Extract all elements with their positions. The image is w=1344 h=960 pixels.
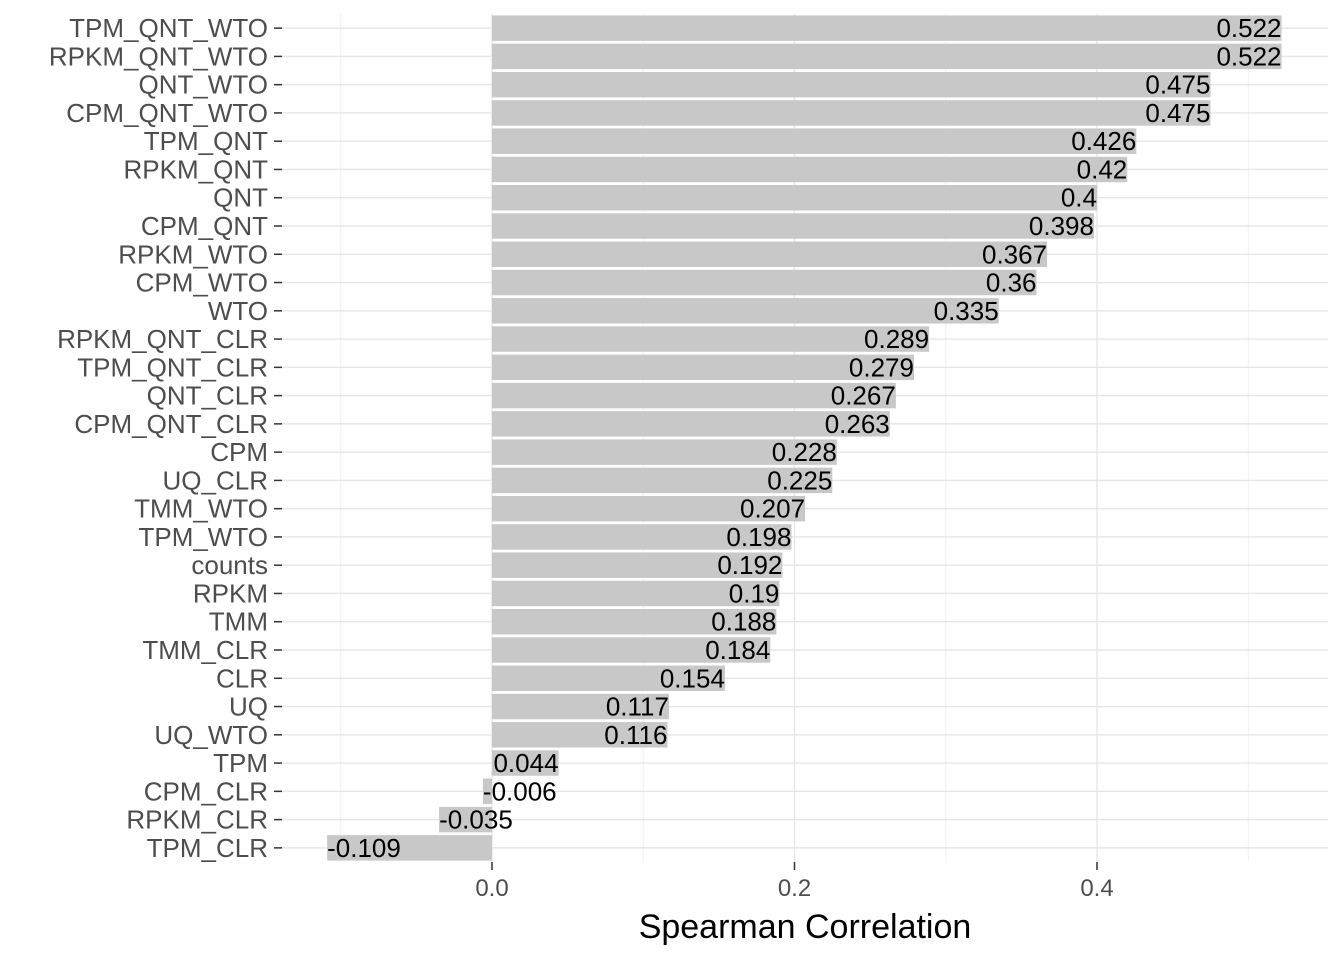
x-tick-label: 0.4	[1080, 875, 1113, 902]
data-label: 0.154	[660, 663, 725, 693]
y-tick-label: RPKM_QNT_WTO	[49, 41, 268, 71]
data-label: 0.42	[1077, 154, 1128, 184]
data-label: 0.117	[606, 692, 669, 722]
bar-tpm-clr	[327, 835, 492, 861]
bar-uq-clr	[492, 467, 833, 494]
data-label: 0.426	[1071, 126, 1136, 156]
y-tick-label: WTO	[208, 296, 268, 326]
data-label: 0.475	[1145, 98, 1210, 128]
bar-counts	[492, 552, 783, 578]
data-label: 0.289	[864, 324, 929, 354]
y-tick-label: TPM_QNT	[144, 126, 268, 156]
bar-qnt-wto	[492, 71, 1211, 98]
data-label: 0.36	[986, 268, 1037, 298]
data-label: 0.279	[849, 352, 914, 382]
y-tick-label: TPM_QNT_WTO	[69, 13, 268, 43]
y-tick-label: RPKM_QNT	[124, 154, 269, 184]
bar-tpm-wto	[492, 524, 792, 550]
y-tick-label: QNT	[213, 183, 268, 213]
y-tick-label: TPM	[213, 748, 268, 778]
y-tick-label: CPM_QNT_WTO	[66, 98, 268, 128]
data-label: 0.4	[1061, 183, 1097, 213]
data-label: 0.192	[717, 550, 782, 580]
y-tick-label: TMM	[209, 607, 268, 637]
bar-qnt	[492, 185, 1097, 211]
bar-cpm-qnt-clr	[492, 411, 890, 437]
y-tick-label: CPM_WTO	[136, 268, 268, 298]
data-label: 0.184	[705, 635, 770, 665]
data-label: 0.228	[772, 437, 837, 467]
y-tick-label: RPKM_QNT_CLR	[57, 324, 268, 354]
y-tick-label: TMM_WTO	[134, 494, 268, 524]
data-label: 0.198	[726, 522, 791, 552]
bar-rpkm-clr	[439, 806, 492, 833]
bar-tmm	[492, 609, 777, 635]
data-label: 0.188	[711, 607, 776, 637]
y-tick-label: UQ_CLR	[163, 465, 268, 495]
bar-rpkm	[492, 580, 780, 607]
data-label: 0.335	[934, 296, 999, 326]
y-tick-label: counts	[191, 550, 268, 580]
bar-tpm-qnt	[492, 128, 1137, 154]
x-tick-label: 0.0	[475, 875, 508, 902]
x-tick-label: 0.2	[778, 875, 811, 902]
bar-cpm-clr	[482, 778, 492, 805]
data-label: 0.475	[1145, 70, 1210, 100]
bar-cpm-qnt	[492, 213, 1094, 239]
bar-qnt-clr	[492, 382, 896, 409]
y-tick-label: RPKM_CLR	[126, 805, 268, 835]
data-label: 0.044	[493, 748, 558, 778]
bar-tpm	[492, 750, 559, 776]
y-axis: TPM_QNT_WTORPKM_QNT_WTOQNT_WTOCPM_QNT_WT…	[49, 13, 282, 863]
y-tick-label: CPM_QNT_CLR	[74, 409, 268, 439]
bar-rpkm-qnt	[492, 156, 1128, 183]
bar-cpm-qnt-wto	[492, 100, 1211, 126]
y-tick-label: TMM_CLR	[142, 635, 268, 665]
data-label: 0.398	[1029, 211, 1094, 241]
data-label: 0.367	[982, 239, 1047, 269]
data-label: -0.109	[327, 833, 401, 863]
bars-layer	[327, 15, 1282, 861]
bar-rpkm-qnt-wto	[492, 43, 1282, 70]
y-tick-label: RPKM_WTO	[118, 239, 268, 269]
bar-rpkm-qnt-clr	[492, 326, 930, 352]
data-label: 0.522	[1216, 13, 1281, 43]
data-labels-layer: 0.5220.5220.4750.4750.4260.420.40.3980.3…	[327, 13, 1281, 863]
bar-wto	[492, 298, 999, 324]
data-label: 0.522	[1216, 41, 1281, 71]
data-label: -0.006	[483, 776, 557, 806]
data-label: 0.225	[767, 465, 832, 495]
data-label: -0.035	[439, 805, 513, 835]
bar-tpm-qnt-clr	[492, 354, 914, 381]
bar-clr	[492, 665, 725, 691]
y-tick-label: CPM	[210, 437, 268, 467]
bar-cpm	[492, 439, 837, 465]
y-tick-label: QNT_WTO	[138, 70, 268, 100]
bar-rpkm-wto	[492, 241, 1048, 267]
x-axis-title: Spearman Correlation	[639, 908, 972, 946]
y-tick-label: CLR	[216, 663, 268, 693]
x-axis: 0.0 0.2 0.4	[475, 862, 1114, 902]
bar-tmm-clr	[492, 637, 771, 663]
y-tick-label: RPKM	[193, 578, 268, 608]
data-label: 0.19	[729, 578, 780, 608]
bar-uq-wto	[492, 722, 668, 748]
data-label: 0.207	[740, 494, 805, 524]
y-tick-label: TPM_QNT_CLR	[77, 352, 268, 382]
y-tick-label: TPM_CLR	[147, 833, 268, 863]
bar-tmm-wto	[492, 495, 806, 522]
bar-cpm-wto	[492, 269, 1037, 296]
data-label: 0.267	[831, 381, 896, 411]
bar-uq	[492, 693, 669, 720]
y-tick-label: QNT_CLR	[147, 381, 268, 411]
data-label: 0.263	[825, 409, 890, 439]
data-label: 0.116	[604, 720, 667, 750]
y-tick-label: UQ_WTO	[154, 720, 268, 750]
bar-tpm-qnt-wto	[492, 15, 1282, 41]
y-tick-label: TPM_WTO	[138, 522, 268, 552]
y-tick-label: UQ	[229, 692, 268, 722]
y-tick-label: CPM_CLR	[144, 776, 268, 806]
y-tick-label: CPM_QNT	[141, 211, 268, 241]
